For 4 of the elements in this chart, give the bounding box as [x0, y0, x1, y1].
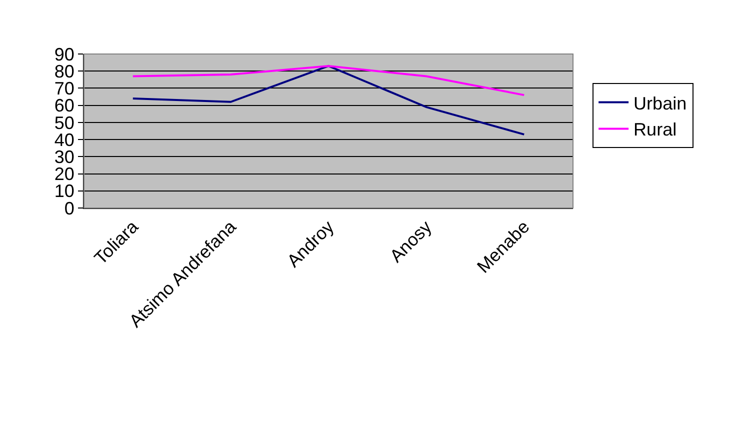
line-series — [132, 64, 526, 136]
legend-label: Rural — [634, 120, 677, 140]
line-series — [132, 64, 526, 96]
legend-label: Urbain — [634, 93, 687, 114]
